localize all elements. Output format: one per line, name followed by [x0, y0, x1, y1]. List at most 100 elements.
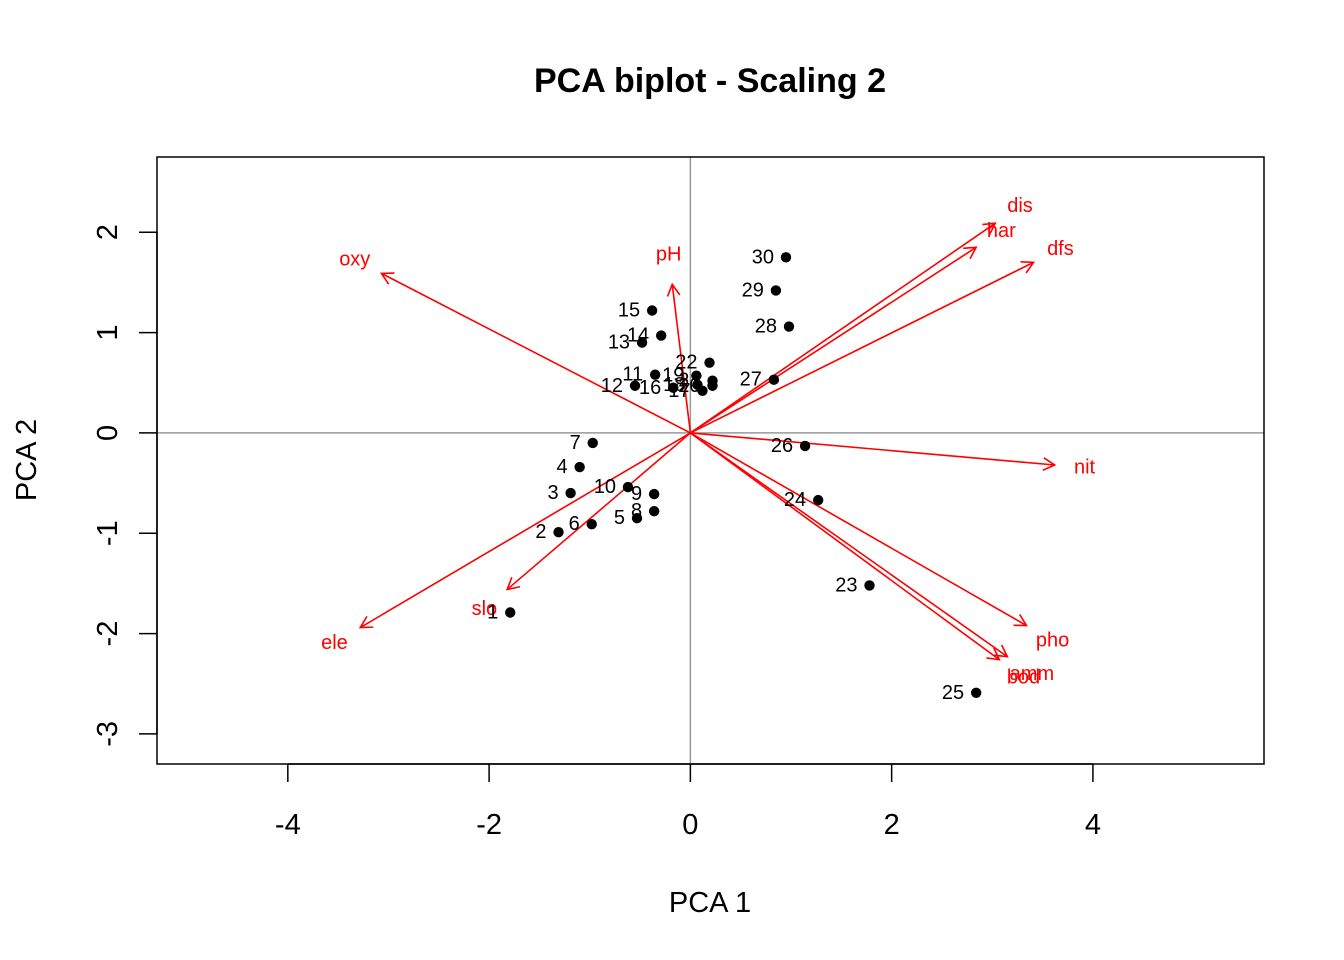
- arrow-head: [1020, 261, 1036, 274]
- site-label: 1: [487, 602, 498, 624]
- site-point: [586, 519, 597, 530]
- arrow-head: [986, 647, 1001, 661]
- site-label: 10: [594, 476, 616, 498]
- site-label: 7: [570, 432, 581, 454]
- site-point: [768, 374, 780, 385]
- variable-label: pH: [656, 244, 682, 266]
- site-point: [704, 357, 715, 368]
- site-label: 22: [675, 352, 697, 374]
- y-tick-label: 0: [92, 425, 124, 441]
- arrow-head: [982, 222, 997, 236]
- site-label: 28: [755, 316, 777, 338]
- site-label: 24: [784, 489, 806, 511]
- variable-label: nit: [1074, 457, 1096, 479]
- site-label: 5: [614, 507, 625, 529]
- site-point: [707, 375, 718, 386]
- chart-title: PCA biplot - Scaling 2: [534, 62, 886, 100]
- site-label: 30: [752, 246, 774, 268]
- site-point: [587, 437, 598, 449]
- site-point: [668, 382, 679, 393]
- site-point: [648, 488, 660, 500]
- site-point: [864, 580, 875, 591]
- variable-label: pho: [1036, 629, 1069, 651]
- variable-arrow: [506, 432, 691, 591]
- y-tick-label: 1: [92, 325, 124, 341]
- site-point: [622, 481, 634, 493]
- site-label: 21: [678, 370, 700, 392]
- plot-frame: [156, 156, 1265, 765]
- site-label: 25: [942, 682, 964, 704]
- variable-arrow: [381, 272, 691, 434]
- site-label: 27: [740, 369, 762, 391]
- site-label: 19: [662, 365, 684, 387]
- y-tick-label: 2: [92, 224, 124, 240]
- arrow-head: [963, 246, 978, 260]
- site-label: 13: [608, 332, 630, 354]
- x-tick-label: 2: [884, 809, 900, 841]
- x-tick-label: -4: [275, 809, 301, 841]
- site-point: [649, 369, 661, 380]
- variable-arrow: [689, 222, 996, 434]
- y-tick-label: -1: [92, 520, 124, 546]
- x-tick-label: 4: [1085, 809, 1101, 841]
- variable-label: dis: [1007, 195, 1033, 217]
- site-point: [648, 505, 660, 517]
- site-point: [553, 527, 564, 538]
- variable-arrow: [689, 432, 1027, 627]
- site-label: 9: [631, 483, 642, 505]
- arrow-head: [994, 644, 1009, 658]
- site-label: 11: [622, 364, 643, 386]
- variable-label: har: [987, 220, 1016, 242]
- site-point: [636, 337, 648, 348]
- variable-arrow: [689, 432, 1000, 661]
- site-point: [691, 370, 702, 381]
- variable-label: amm: [1010, 663, 1054, 685]
- site-point: [505, 607, 516, 618]
- y-axis-label: PCA 2: [11, 419, 43, 501]
- site-label: 29: [742, 279, 764, 301]
- site-label: 12: [601, 375, 623, 397]
- site-label: 14: [627, 325, 649, 347]
- site-label: 3: [547, 482, 558, 504]
- y-tick-label: -2: [92, 621, 124, 647]
- variable-arrow: [690, 261, 1034, 434]
- arrow-head: [379, 272, 395, 285]
- site-point: [780, 252, 792, 263]
- site-point: [812, 494, 824, 506]
- arrow-head: [1042, 457, 1057, 471]
- x-tick-label: -2: [476, 809, 502, 841]
- variable-arrow: [359, 432, 691, 629]
- site-label: 20: [678, 375, 700, 397]
- site-point: [970, 687, 982, 698]
- site-point: [631, 512, 643, 524]
- y-tick-label: -3: [92, 721, 124, 747]
- site-label: 8: [631, 500, 642, 522]
- site-label: 17: [668, 380, 690, 402]
- site-point: [655, 330, 667, 341]
- arrow-head: [1013, 614, 1028, 627]
- site-point: [799, 440, 811, 452]
- site-label: 15: [618, 300, 640, 322]
- variable-arrow: [689, 432, 1008, 658]
- arrow-head: [505, 576, 521, 591]
- variable-label: slo: [472, 598, 498, 620]
- arrow-head: [358, 615, 374, 629]
- variable-arrow: [689, 246, 977, 434]
- variable-label: bod: [1007, 666, 1040, 688]
- site-label: 23: [835, 574, 857, 596]
- site-label: 18: [663, 374, 685, 396]
- site-point: [783, 321, 795, 332]
- site-point: [770, 285, 782, 296]
- arrow-head: [666, 282, 681, 297]
- site-label: 6: [569, 513, 580, 535]
- variable-arrow: [671, 284, 692, 434]
- site-label: 26: [771, 435, 793, 457]
- site-point: [574, 461, 585, 473]
- site-point: [646, 305, 658, 316]
- x-tick-label: 0: [682, 809, 698, 841]
- site-point: [565, 487, 576, 499]
